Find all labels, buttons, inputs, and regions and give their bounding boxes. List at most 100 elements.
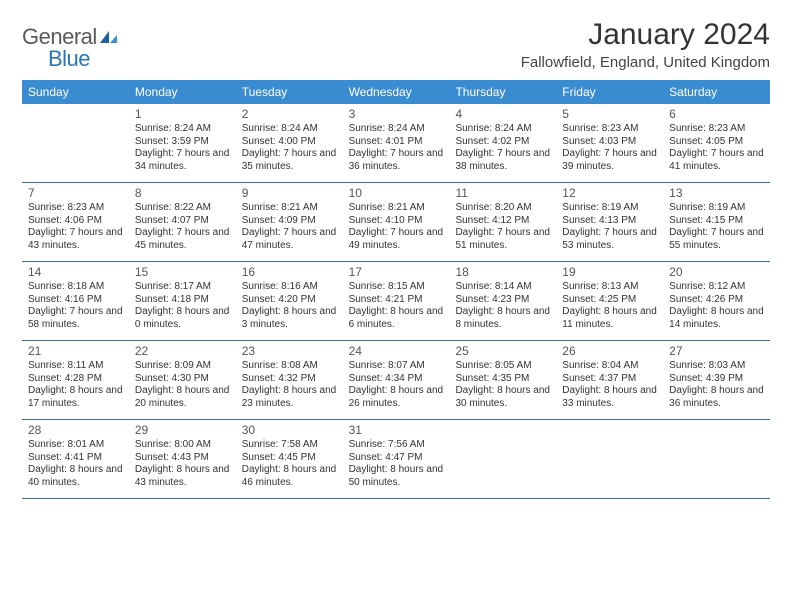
day-daylight: Daylight: 7 hours and 39 minutes. (562, 148, 657, 173)
day-cell: 11Sunrise: 8:20 AMSunset: 4:12 PMDayligh… (449, 183, 556, 261)
day-sunset: Sunset: 4:10 PM (349, 215, 444, 228)
day-cell: 4Sunrise: 8:24 AMSunset: 4:02 PMDaylight… (449, 104, 556, 182)
day-sunset: Sunset: 4:28 PM (28, 373, 123, 386)
day-daylight: Daylight: 7 hours and 35 minutes. (242, 148, 337, 173)
day-sunset: Sunset: 4:37 PM (562, 373, 657, 386)
day-number: 29 (135, 423, 230, 438)
day-number: 14 (28, 265, 123, 280)
day-cell: 17Sunrise: 8:15 AMSunset: 4:21 PMDayligh… (343, 262, 450, 340)
day-cell: 28Sunrise: 8:01 AMSunset: 4:41 PMDayligh… (22, 420, 129, 498)
day-sunset: Sunset: 4:18 PM (135, 294, 230, 307)
day-sunrise: Sunrise: 8:16 AM (242, 281, 337, 294)
day-daylight: Daylight: 8 hours and 43 minutes. (135, 464, 230, 489)
week-row: 1Sunrise: 8:24 AMSunset: 3:59 PMDaylight… (22, 104, 770, 183)
calendar: SundayMondayTuesdayWednesdayThursdayFrid… (22, 80, 770, 499)
day-number: 10 (349, 186, 444, 201)
day-sunrise: Sunrise: 8:14 AM (455, 281, 550, 294)
day-sunset: Sunset: 4:45 PM (242, 452, 337, 465)
day-cell: 23Sunrise: 8:08 AMSunset: 4:32 PMDayligh… (236, 341, 343, 419)
day-sunrise: Sunrise: 8:24 AM (135, 123, 230, 136)
day-daylight: Daylight: 7 hours and 43 minutes. (28, 227, 123, 252)
day-sunrise: Sunrise: 8:01 AM (28, 439, 123, 452)
day-cell: 30Sunrise: 7:58 AMSunset: 4:45 PMDayligh… (236, 420, 343, 498)
day-daylight: Daylight: 7 hours and 34 minutes. (135, 148, 230, 173)
day-daylight: Daylight: 8 hours and 0 minutes. (135, 306, 230, 331)
day-daylight: Daylight: 8 hours and 17 minutes. (28, 385, 123, 410)
day-cell: 1Sunrise: 8:24 AMSunset: 3:59 PMDaylight… (129, 104, 236, 182)
day-number: 9 (242, 186, 337, 201)
day-number: 6 (669, 107, 764, 122)
day-sunset: Sunset: 4:07 PM (135, 215, 230, 228)
day-cell (449, 420, 556, 498)
day-number: 28 (28, 423, 123, 438)
day-sunrise: Sunrise: 8:23 AM (28, 202, 123, 215)
day-sunset: Sunset: 4:20 PM (242, 294, 337, 307)
day-sunset: Sunset: 4:32 PM (242, 373, 337, 386)
location: Fallowfield, England, United Kingdom (521, 54, 770, 71)
day-cell (663, 420, 770, 498)
day-cell: 3Sunrise: 8:24 AMSunset: 4:01 PMDaylight… (343, 104, 450, 182)
day-sunrise: Sunrise: 8:19 AM (562, 202, 657, 215)
day-sunrise: Sunrise: 8:11 AM (28, 360, 123, 373)
header: GeneralBlue January 2024 Fallowfield, En… (22, 18, 770, 72)
day-sunrise: Sunrise: 8:12 AM (669, 281, 764, 294)
day-cell: 5Sunrise: 8:23 AMSunset: 4:03 PMDaylight… (556, 104, 663, 182)
day-sunset: Sunset: 4:47 PM (349, 452, 444, 465)
logo: GeneralBlue (22, 18, 121, 72)
day-sunrise: Sunrise: 7:56 AM (349, 439, 444, 452)
day-sunset: Sunset: 4:01 PM (349, 136, 444, 149)
day-sunrise: Sunrise: 8:18 AM (28, 281, 123, 294)
day-cell: 16Sunrise: 8:16 AMSunset: 4:20 PMDayligh… (236, 262, 343, 340)
day-header-friday: Friday (556, 80, 663, 104)
day-sunrise: Sunrise: 8:04 AM (562, 360, 657, 373)
day-daylight: Daylight: 7 hours and 51 minutes. (455, 227, 550, 252)
day-number: 24 (349, 344, 444, 359)
day-sunrise: Sunrise: 8:24 AM (455, 123, 550, 136)
day-cell (556, 420, 663, 498)
day-sunrise: Sunrise: 8:21 AM (242, 202, 337, 215)
day-cell: 12Sunrise: 8:19 AMSunset: 4:13 PMDayligh… (556, 183, 663, 261)
day-sunset: Sunset: 4:41 PM (28, 452, 123, 465)
day-number: 18 (455, 265, 550, 280)
day-number: 12 (562, 186, 657, 201)
day-daylight: Daylight: 8 hours and 11 minutes. (562, 306, 657, 331)
day-daylight: Daylight: 8 hours and 30 minutes. (455, 385, 550, 410)
day-cell: 19Sunrise: 8:13 AMSunset: 4:25 PMDayligh… (556, 262, 663, 340)
day-header-sunday: Sunday (22, 80, 129, 104)
day-number: 11 (455, 186, 550, 201)
day-daylight: Daylight: 8 hours and 46 minutes. (242, 464, 337, 489)
day-cell: 21Sunrise: 8:11 AMSunset: 4:28 PMDayligh… (22, 341, 129, 419)
day-cell: 25Sunrise: 8:05 AMSunset: 4:35 PMDayligh… (449, 341, 556, 419)
day-sunset: Sunset: 4:35 PM (455, 373, 550, 386)
day-sunrise: Sunrise: 8:23 AM (669, 123, 764, 136)
month-title: January 2024 (521, 18, 770, 52)
day-header-monday: Monday (129, 80, 236, 104)
day-cell: 8Sunrise: 8:22 AMSunset: 4:07 PMDaylight… (129, 183, 236, 261)
day-sunset: Sunset: 4:16 PM (28, 294, 123, 307)
day-number: 16 (242, 265, 337, 280)
week-row: 7Sunrise: 8:23 AMSunset: 4:06 PMDaylight… (22, 183, 770, 262)
day-sunset: Sunset: 3:59 PM (135, 136, 230, 149)
day-number: 23 (242, 344, 337, 359)
day-sunset: Sunset: 4:00 PM (242, 136, 337, 149)
day-sunset: Sunset: 4:15 PM (669, 215, 764, 228)
day-daylight: Daylight: 7 hours and 45 minutes. (135, 227, 230, 252)
day-number: 2 (242, 107, 337, 122)
day-number: 4 (455, 107, 550, 122)
day-cell: 18Sunrise: 8:14 AMSunset: 4:23 PMDayligh… (449, 262, 556, 340)
week-row: 28Sunrise: 8:01 AMSunset: 4:41 PM Dayligh… (22, 420, 770, 499)
logo-text-blue: Blue (48, 46, 90, 72)
day-cell: 15Sunrise: 8:17 AMSunset: 4:18 PMDayligh… (129, 262, 236, 340)
day-cell (22, 104, 129, 182)
week-row: 21Sunrise: 8:11 AMSunset: 4:28 PMDayligh… (22, 341, 770, 420)
day-daylight: Daylight: 7 hours and 55 minutes. (669, 227, 764, 252)
day-sunset: Sunset: 4:43 PM (135, 452, 230, 465)
day-sunrise: Sunrise: 8:22 AM (135, 202, 230, 215)
day-sunrise: Sunrise: 8:23 AM (562, 123, 657, 136)
day-sunset: Sunset: 4:21 PM (349, 294, 444, 307)
day-sunset: Sunset: 4:26 PM (669, 294, 764, 307)
day-number: 26 (562, 344, 657, 359)
day-daylight: Daylight: 7 hours and 58 minutes. (28, 306, 123, 331)
day-sunset: Sunset: 4:23 PM (455, 294, 550, 307)
day-number: 20 (669, 265, 764, 280)
